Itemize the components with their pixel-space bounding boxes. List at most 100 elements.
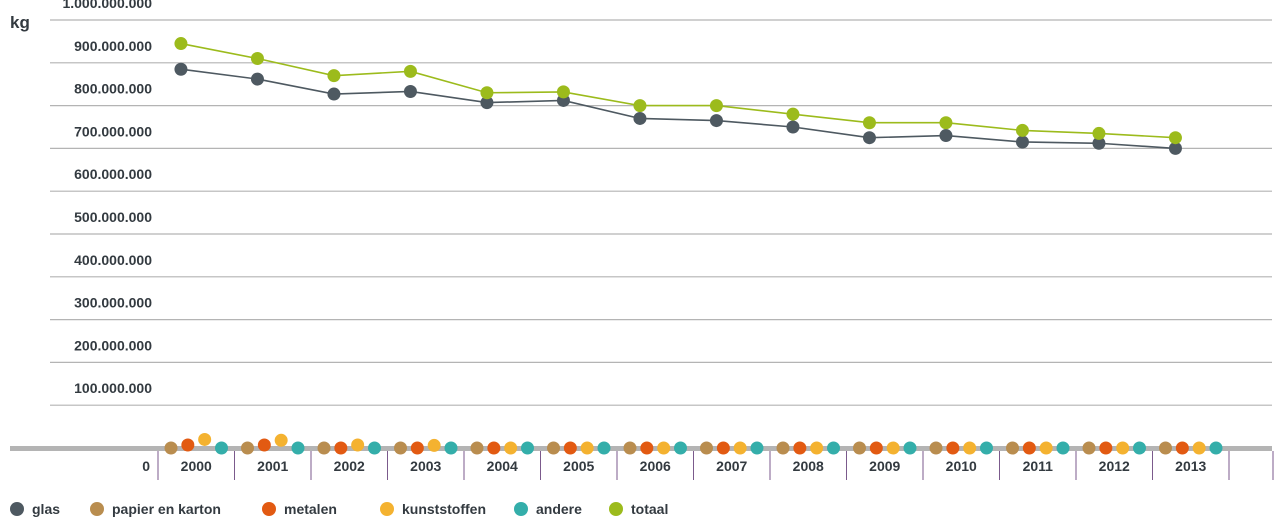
zero-label: 0: [142, 458, 150, 474]
unit-label: kg: [10, 13, 30, 32]
x-tick-label: 2005: [563, 458, 594, 474]
data-point-andere: [1209, 441, 1223, 455]
legend-label: papier en karton: [112, 501, 221, 517]
x-tick-label: 2006: [640, 458, 671, 474]
data-point-metalen: [181, 438, 195, 452]
data-point-andere: [750, 441, 764, 455]
y-tick-label: 900.000.000: [74, 38, 152, 54]
data-point-glas: [250, 72, 264, 86]
data-point-glas: [1092, 136, 1106, 150]
data-point-metalen: [716, 441, 730, 455]
data-point-glas: [633, 111, 647, 125]
data-point-totaal: [327, 69, 341, 83]
data-point-kunststoffen: [810, 441, 824, 455]
x-tick-label: 2013: [1175, 458, 1206, 474]
data-point-andere: [1132, 441, 1146, 455]
data-point-glas: [1015, 135, 1029, 149]
data-point-andere: [444, 441, 458, 455]
legend-label: glas: [32, 501, 60, 517]
data-point-kunststoffen: [351, 438, 365, 452]
series-points: [164, 37, 1223, 455]
data-point-papier-en-karton: [317, 441, 331, 455]
data-point-totaal: [633, 99, 647, 113]
y-axis: 100.000.000 200.000.000 300.000.000 400.000…: [62, 0, 152, 396]
x-tick-label: 2010: [946, 458, 977, 474]
x-tick-label: 2003: [410, 458, 441, 474]
y-tick-label: 600.000.000: [74, 166, 152, 182]
data-point-papier-en-karton: [164, 441, 178, 455]
data-point-kunststoffen: [886, 441, 900, 455]
data-point-totaal: [786, 107, 800, 121]
data-point-metalen: [257, 438, 271, 452]
data-point-kunststoffen: [1116, 441, 1130, 455]
data-point-totaal: [480, 86, 494, 100]
legend-swatch: [380, 502, 394, 516]
data-point-papier-en-karton: [1006, 441, 1020, 455]
data-point-glas: [174, 62, 188, 76]
y-tick-label: 300.000.000: [74, 295, 152, 311]
data-point-glas: [939, 129, 953, 143]
data-point-andere: [903, 441, 917, 455]
data-point-papier-en-karton: [470, 441, 484, 455]
legend-swatch: [10, 502, 24, 516]
x-tick-label: 2008: [793, 458, 824, 474]
data-point-totaal: [1168, 131, 1182, 145]
legend-swatch: [90, 502, 104, 516]
data-point-totaal: [556, 85, 570, 99]
grid: [50, 19, 1272, 406]
data-point-totaal: [403, 64, 417, 78]
data-point-kunststoffen: [657, 441, 671, 455]
data-point-andere: [597, 441, 611, 455]
legend-label: andere: [536, 501, 582, 517]
x-tick-label: 2011: [1023, 458, 1054, 474]
legend-swatch: [514, 502, 528, 516]
data-point-papier-en-karton: [853, 441, 867, 455]
legend-label: metalen: [284, 501, 337, 517]
x-tick-label: 2004: [487, 458, 518, 474]
data-point-totaal: [862, 116, 876, 130]
data-point-andere: [1056, 441, 1070, 455]
legend-label: kunststoffen: [402, 501, 486, 517]
x-tick-label: 2001: [257, 458, 288, 474]
data-point-papier-en-karton: [1082, 441, 1096, 455]
series-lines: [180, 42, 1176, 150]
y-tick-label: 500.000.000: [74, 209, 152, 225]
x-tick-label: 2000: [181, 458, 212, 474]
x-tick-label: 2012: [1099, 458, 1130, 474]
data-point-metalen: [946, 441, 960, 455]
data-point-papier-en-karton: [776, 441, 790, 455]
data-point-kunststoffen: [427, 438, 441, 452]
series-line-glas: [180, 68, 1176, 150]
legend-swatch: [609, 502, 623, 516]
data-point-kunststoffen: [733, 441, 747, 455]
data-point-andere: [520, 441, 534, 455]
data-point-glas: [327, 87, 341, 101]
x-tick-label: 2002: [334, 458, 365, 474]
data-point-kunststoffen: [274, 433, 288, 447]
data-point-andere: [673, 441, 687, 455]
data-point-glas: [862, 131, 876, 145]
data-point-glas: [709, 114, 723, 128]
data-point-kunststoffen: [1192, 441, 1206, 455]
data-point-totaal: [709, 99, 723, 113]
data-point-andere: [291, 441, 305, 455]
data-point-metalen: [410, 441, 424, 455]
data-point-metalen: [487, 441, 501, 455]
data-point-papier-en-karton: [700, 441, 714, 455]
data-point-metalen: [869, 441, 883, 455]
data-point-kunststoffen: [198, 432, 212, 446]
data-point-papier-en-karton: [547, 441, 561, 455]
data-point-kunststoffen: [1039, 441, 1053, 455]
data-point-metalen: [640, 441, 654, 455]
y-tick-label: 1.000.000.000: [62, 0, 152, 11]
y-tick-label: 200.000.000: [74, 337, 152, 353]
data-point-totaal: [250, 52, 264, 66]
data-point-glas: [403, 84, 417, 98]
y-tick-label: 700.000.000: [74, 123, 152, 139]
data-point-totaal: [1015, 123, 1029, 137]
data-point-kunststoffen: [580, 441, 594, 455]
y-tick-label: 100.000.000: [74, 380, 152, 396]
x-tick-label: 2009: [869, 458, 900, 474]
data-point-andere: [214, 441, 228, 455]
legend: glas papier en karton metalen kunststoffen a…: [10, 501, 668, 517]
